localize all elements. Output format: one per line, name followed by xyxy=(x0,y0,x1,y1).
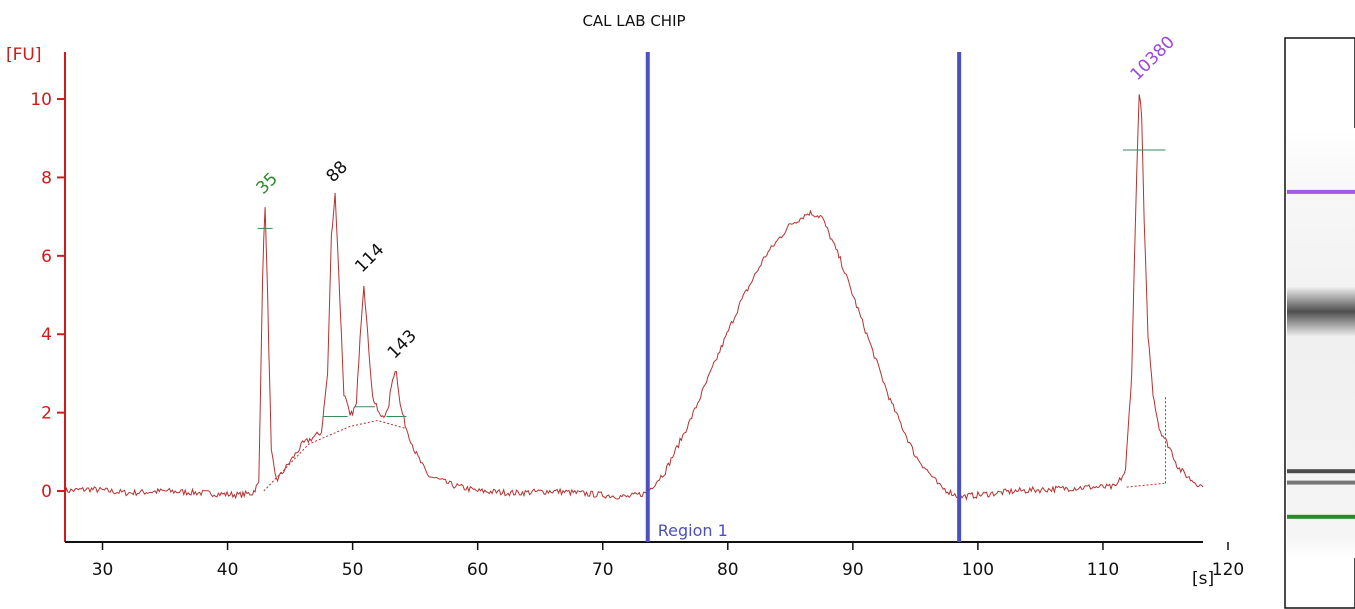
peak-label: 143 xyxy=(384,326,421,363)
y-tick-label: 10 xyxy=(30,90,52,110)
chart-title: CAL LAB CHIP xyxy=(582,12,685,30)
x-tick-label: 50 xyxy=(342,560,364,580)
gel-band xyxy=(1287,514,1355,519)
peak-label: 35 xyxy=(252,169,281,198)
y-tick-label: 4 xyxy=(41,325,52,345)
x-tick-label: 30 xyxy=(92,560,114,580)
gel-band xyxy=(1287,469,1355,474)
x-tick-label: 70 xyxy=(592,560,614,580)
peak-label: 114 xyxy=(351,240,388,277)
signal-trace xyxy=(64,94,1204,501)
x-tick-label: 40 xyxy=(217,560,239,580)
gel-background xyxy=(1287,128,1355,558)
x-axis-unit-label: [s] xyxy=(1192,569,1214,589)
x-tick-label: 60 xyxy=(467,560,489,580)
y-tick-label: 6 xyxy=(41,247,52,267)
peak-baseline xyxy=(263,419,406,492)
x-tick-label: 80 xyxy=(717,560,739,580)
x-tick-label: 110 xyxy=(1087,560,1119,580)
y-tick-label: 0 xyxy=(41,482,52,502)
gel-band xyxy=(1287,480,1355,485)
x-tick-label: 100 xyxy=(962,560,994,580)
y-tick-label: 2 xyxy=(41,404,52,424)
y-axis-unit-label: [FU] xyxy=(6,45,42,65)
peak-baseline xyxy=(1126,482,1166,488)
plot-area: 0 2 4 6 8 10 30 40 50 60 70 80 90 100 110 120 Region 1 35… xyxy=(30,32,1244,580)
peak-label: 88 xyxy=(323,157,352,186)
region-label: Region 1 xyxy=(658,521,728,540)
peak-label: 10380 xyxy=(1127,32,1179,84)
gel-lane xyxy=(1284,37,1355,609)
x-tick-label: 90 xyxy=(842,560,864,580)
x-tick-label: 120 xyxy=(1212,560,1244,580)
y-tick-label: 8 xyxy=(41,168,52,188)
gel-band xyxy=(1287,286,1355,337)
gel-band xyxy=(1287,189,1355,194)
